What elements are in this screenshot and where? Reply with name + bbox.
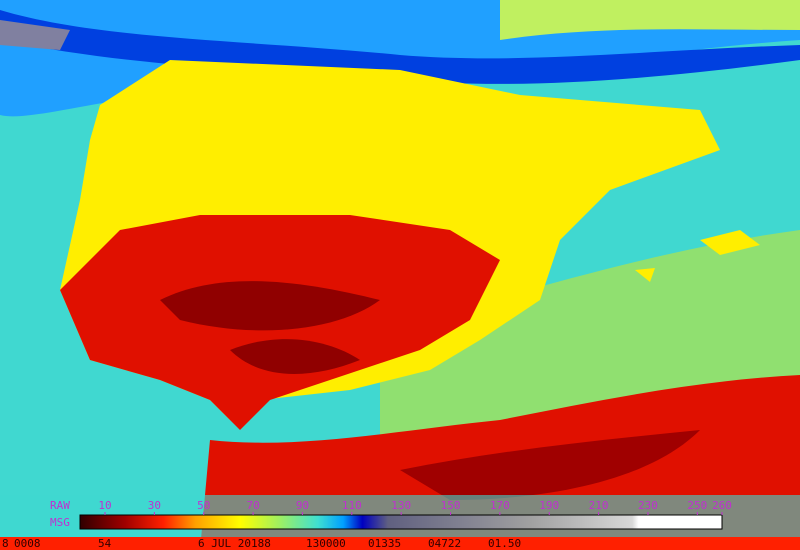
colorbar-tick-label: 260 [712,499,732,512]
footer-field: 130000 [306,537,346,550]
msg-label: MSG [50,516,70,529]
footer-field: 04722 [428,537,461,550]
sea-warm [380,230,800,460]
colorbar-tick-label: 250 [687,499,707,512]
colorbar-tick-label: 90 [296,499,309,512]
colorbar-tick-label: 50 [197,499,210,512]
colorbar-tick-label: 130 [391,499,411,512]
cloud [0,20,70,50]
hot-core [160,281,380,331]
footer-field: 0008 [14,537,41,550]
raw-label: RAW [50,499,70,512]
colorbar-tick-label: 210 [589,499,609,512]
colorbar [79,514,723,530]
colorbar-tick-label: 190 [539,499,559,512]
africa-hot [400,430,700,500]
footer-field: 8 [2,537,9,550]
footer-field: 6 JUL 20188 [198,537,271,550]
colorbar-tick-label: 110 [342,499,362,512]
footer-field: 54 [98,537,112,550]
islands [635,230,760,282]
hot-core [230,339,360,374]
footer-field: 01.50 [488,537,521,550]
colorbar-tick-label: 230 [638,499,658,512]
colorbar-tick-label: 30 [148,499,161,512]
colorbar-tick-label: 70 [246,499,259,512]
land-north [500,0,800,40]
colorbar-tick-label: 10 [98,499,111,512]
colorbar-tick-label: 150 [441,499,461,512]
footer-strip [0,537,800,550]
footer: 8 0008 54 6 JUL 20188 130000 01335 04722 01.50 [2,537,521,550]
footer-field: 01335 [368,537,401,550]
colorbar-tick-label: 170 [490,499,510,512]
